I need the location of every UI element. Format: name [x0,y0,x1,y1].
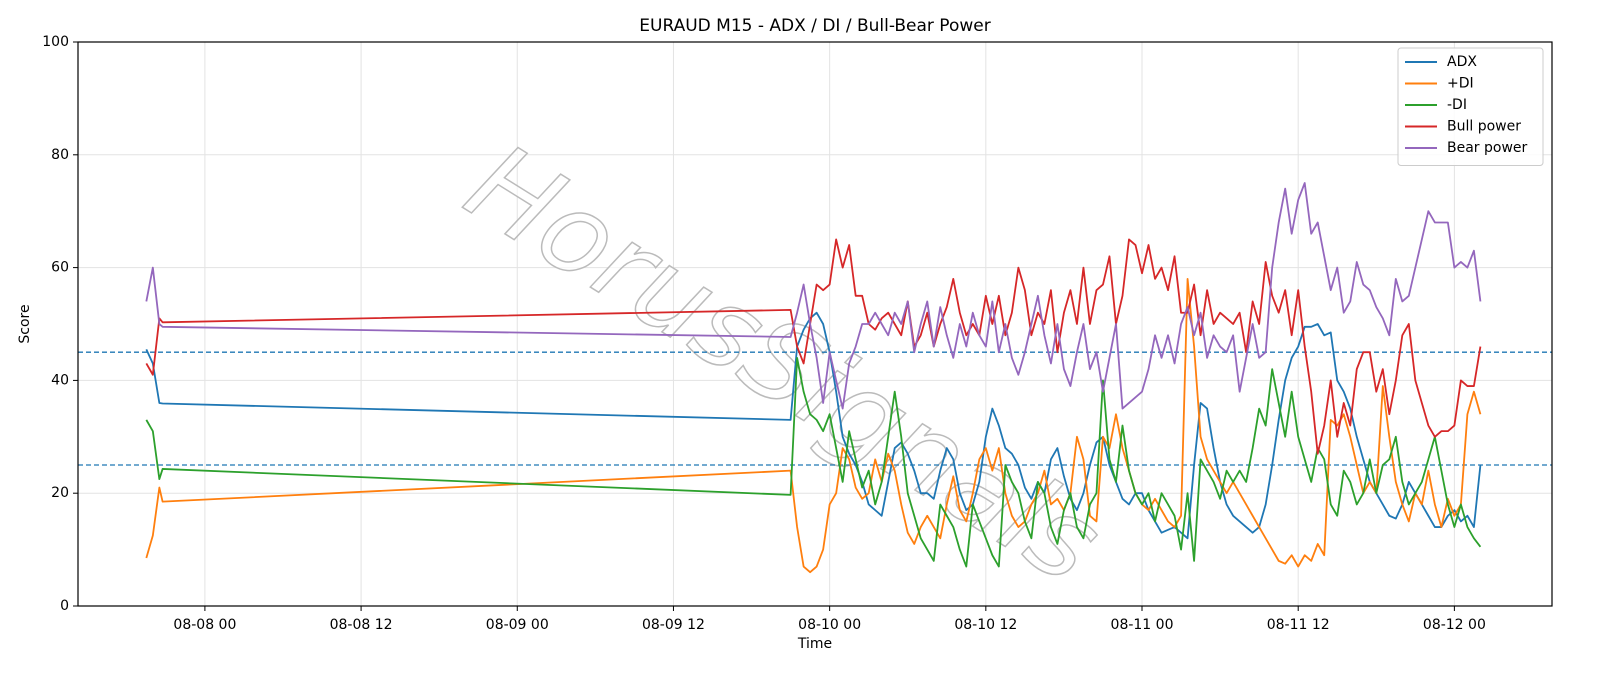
legend-label: Bear power [1447,140,1528,156]
x-tick-label: 08-11 12 [1267,617,1330,633]
y-tick-label: 0 [60,598,69,614]
series-line [145,182,1482,410]
x-tick-label: 08-09 12 [642,617,705,633]
legend-label: +DI [1447,76,1474,92]
y-tick-label: 60 [51,260,69,276]
x-tick-label: 08-08 12 [330,617,393,633]
x-tick-label: 08-08 00 [173,617,236,633]
x-tick-label: 08-11 00 [1111,617,1174,633]
x-axis-label: Time [797,636,832,652]
y-axis-label: Score [17,304,33,343]
plot-frame [77,41,1553,607]
x-tick-label: 08-10 12 [954,617,1017,633]
legend-label: ADX [1447,54,1477,70]
y-tick-label: 40 [51,372,69,388]
y-tick-label: 100 [42,34,69,50]
x-tick-label: 08-12 00 [1423,617,1486,633]
series-line [145,238,1482,455]
series-line [145,311,1482,540]
legend-label: -DI [1447,97,1467,113]
legend-label: Bull power [1447,119,1521,135]
x-tick-label: 08-10 00 [798,617,861,633]
chart-title: EURAUD M15 - ADX / DI / Bull-Bear Power [639,16,990,36]
series-line [145,356,1482,568]
legend-box [1397,47,1544,166]
y-tick-label: 20 [51,485,69,501]
x-tick-label: 08-09 00 [486,617,549,633]
y-tick-label: 80 [51,147,69,163]
